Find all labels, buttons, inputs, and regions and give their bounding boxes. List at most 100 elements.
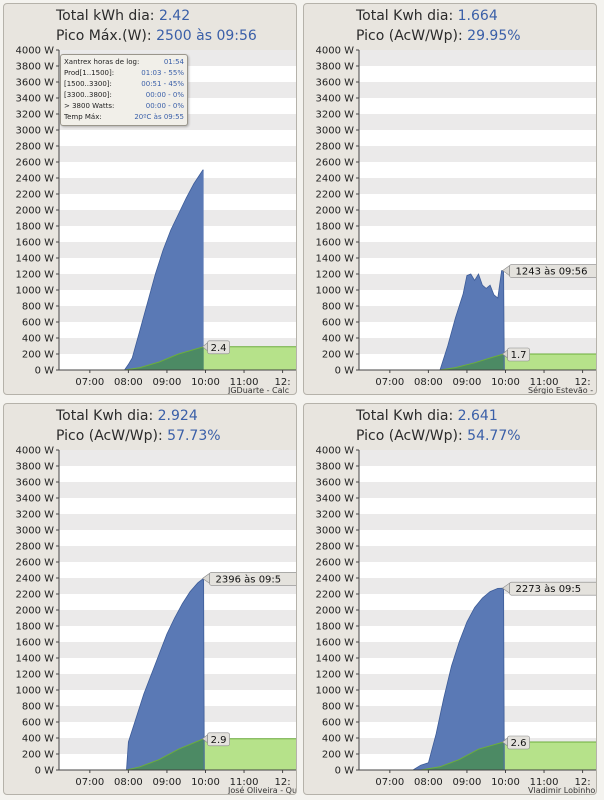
y-tick-label: 800 W (22, 702, 54, 713)
callout-box (509, 581, 596, 596)
grid-band (59, 450, 296, 466)
panel-header: Total kWh dia: 2.42 Pico Máx.(W): 2500 à… (4, 4, 296, 50)
grid-band (359, 450, 596, 466)
grid-band (359, 210, 596, 226)
grid-band (59, 146, 296, 162)
total-kwh-value: 2.42 (158, 8, 191, 24)
author-credit: JGDuarte - Calc (227, 386, 289, 395)
info-row: [1500..3300]: 00:51 - 45% (64, 80, 184, 88)
y-tick-label: 3000 W (15, 126, 54, 137)
callout-box (207, 732, 230, 747)
panel-2: Total Kwh dia: 1.664 Pico (AcW/Wp): 29.9… (303, 3, 597, 395)
author-credit: Vladimir Lobinho (528, 786, 595, 795)
y-tick-label: 2600 W (15, 158, 54, 169)
callout-box (509, 264, 596, 278)
y-tick-label: 1000 W (315, 286, 354, 297)
y-tick-label: 1400 W (15, 254, 54, 265)
y-tick-label: 200 W (22, 350, 54, 361)
x-tick-label: 11:00 (230, 377, 259, 388)
y-tick-label: 3600 W (315, 478, 354, 489)
grid-band (359, 178, 596, 194)
grid-band (59, 178, 296, 194)
peak-callout-text: 2396 às 09:5 (216, 573, 282, 585)
y-tick-label: 2400 W (15, 174, 54, 185)
energy-callout-text: 2.4 (211, 343, 227, 354)
x-tick-label: 10:00 (191, 377, 220, 388)
y-tick-label: 3000 W (315, 526, 354, 537)
y-tick-label: 3800 W (15, 462, 54, 473)
chart-svg: 0 W 200 W 400 W 600 W 800 W 1000 W 1200 W 1400 … (315, 46, 596, 395)
panel-header: Total Kwh dia: 2.641 Pico (AcW/Wp): 54.7… (304, 404, 596, 450)
panel-4: Total Kwh dia: 2.641 Pico (AcW/Wp): 54.7… (303, 403, 597, 795)
y-tick-label: 3600 W (15, 478, 54, 489)
energy-callout: 2.4 (202, 340, 230, 355)
peak-callout: 1243 às 09:56 (502, 264, 596, 278)
author-credit: Sérgio Estevão - (528, 385, 593, 395)
y-tick-label: 0 W (35, 766, 55, 777)
power-outline (124, 169, 204, 371)
y-tick-label: 2200 W (15, 590, 54, 601)
x-tick-label: 08:00 (414, 777, 443, 788)
y-tick-label: 3000 W (15, 526, 54, 537)
y-tick-label: 1000 W (15, 286, 54, 297)
x-tick-label: 11:00 (530, 377, 559, 388)
grid-band (59, 514, 296, 530)
y-tick-label: 3400 W (15, 94, 54, 105)
peak-callout-text: 2273 às 09:5 (516, 583, 582, 595)
y-tick-label: 2000 W (15, 206, 54, 217)
y-tick-label: 2200 W (315, 590, 354, 601)
total-kwh-value: 2.641 (457, 408, 498, 424)
y-tick-label: 2000 W (15, 606, 54, 617)
energy-callout: 1.7 (502, 347, 530, 362)
grid-band (59, 482, 296, 498)
y-tick-label: 3800 W (315, 462, 354, 473)
x-tick-label: 07:00 (75, 777, 104, 788)
grid-band (359, 482, 596, 498)
peak-value: 54.77% (467, 428, 521, 444)
power-area (440, 270, 505, 370)
grid-band (59, 546, 296, 562)
y-tick-label: 2800 W (15, 142, 54, 153)
power-area (124, 170, 204, 370)
y-tick-label: 400 W (322, 734, 354, 745)
y-tick-label: 3600 W (315, 78, 354, 89)
energy-overlap-area (440, 354, 504, 370)
info-row: Xantrex horas de log: 01:54 (64, 58, 184, 66)
grid-band (359, 546, 596, 562)
callout-box (207, 340, 230, 355)
y-tick-label: 1600 W (15, 238, 54, 249)
y-tick-label: 1200 W (15, 270, 54, 281)
grid-band (359, 146, 596, 162)
x-tick-label: 08:00 (114, 777, 143, 788)
x-tick-label: 12: (275, 777, 291, 788)
peak-callout-text: 1243 às 09:56 (516, 266, 588, 278)
x-tick-label: 10:00 (191, 777, 220, 788)
y-tick-label: 2200 W (315, 190, 354, 201)
grid-band (359, 242, 596, 258)
y-tick-label: 2800 W (315, 142, 354, 153)
peak-callout: 2273 às 09:5 (502, 581, 596, 596)
panel-1: Total kWh dia: 2.42 Pico Máx.(W): 2500 à… (3, 3, 297, 395)
y-tick-label: 1400 W (15, 654, 54, 665)
y-tick-label: 600 W (322, 318, 354, 329)
x-tick-label: 09:00 (453, 777, 482, 788)
energy-callout-text: 1.7 (511, 350, 527, 361)
callout-box (507, 347, 530, 362)
y-tick-label: 2000 W (315, 606, 354, 617)
y-tick-label: 4000 W (315, 46, 354, 57)
y-tick-label: 3400 W (315, 494, 354, 505)
grid-band (359, 50, 596, 66)
y-tick-label: 3200 W (15, 110, 54, 121)
y-tick-label: 3200 W (315, 510, 354, 521)
panel-3: Total Kwh dia: 2.924 Pico (AcW/Wp): 57.7… (3, 403, 297, 795)
y-tick-label: 200 W (322, 750, 354, 761)
energy-callout-text: 2.9 (211, 735, 227, 746)
peak-value: 2500 às 09:56 (156, 28, 257, 44)
author-credit: José Oliveira - Qu (227, 785, 297, 795)
y-tick-label: 2000 W (315, 206, 354, 217)
y-tick-label: 1600 W (315, 638, 354, 649)
y-tick-label: 3800 W (15, 62, 54, 73)
y-tick-label: 1400 W (315, 654, 354, 665)
y-tick-label: 2800 W (315, 542, 354, 553)
peak-label: Pico (AcW/Wp): (56, 428, 163, 444)
